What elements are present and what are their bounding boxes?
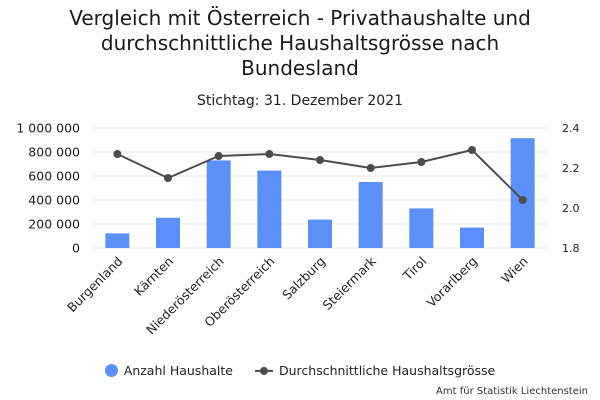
y-left-tick-label: 800 000 [28, 145, 80, 160]
line-point [164, 174, 172, 182]
line-point [366, 164, 375, 172]
x-tick-label: Burgenland [64, 254, 125, 315]
x-tick-label: Kärnten [131, 254, 176, 299]
x-tick-label: Wien [498, 254, 531, 287]
bar [308, 219, 332, 248]
legend-label-haushaltsgroesse: Durchschnittliche Haushaltsgrösse [278, 363, 496, 378]
y-right-tick-label: 2.2 [562, 162, 580, 175]
bar [156, 217, 180, 248]
bar [105, 233, 130, 248]
x-tick-label: Tirol [399, 254, 429, 284]
chart-subtitle: Stichtag: 31. Dezember 2021 [196, 93, 403, 109]
y-left-tick-label: 600 000 [28, 169, 80, 184]
y-left-tick-label: 200 000 [28, 217, 80, 232]
legend-item-haushaltsgroesse[interactable]: Durchschnittliche Haushaltsgrösse [254, 363, 496, 378]
x-tick-label: Salzburg [279, 254, 328, 303]
bar [257, 170, 282, 248]
line-point [316, 156, 324, 164]
chart-title-line-3: Bundesland [241, 56, 359, 80]
legend-bar-swatch [104, 364, 118, 377]
y-left-tick-label: 1 000 000 [16, 121, 80, 136]
chart-title: Vergleich mit Österreich - Privathaushal… [0, 6, 600, 81]
line-point [468, 146, 476, 154]
x-tick-label: Vorarlberg [423, 254, 480, 311]
x-tick-label: Steiermark [320, 253, 380, 313]
bar [358, 182, 383, 248]
y-left-tick-label: 400 000 [28, 193, 80, 208]
bar [409, 208, 434, 248]
y-right-tick-label: 2.0 [562, 202, 580, 215]
bar [510, 138, 535, 248]
legend: Anzahl Haushalte Durchschnittliche Haush… [0, 363, 600, 378]
legend-label-haushalte: Anzahl Haushalte [123, 363, 233, 378]
y-right-tick-label: 1.8 [562, 242, 580, 255]
legend-line-swatch [254, 364, 273, 377]
line-point [417, 158, 426, 166]
line-point [113, 150, 122, 158]
chart-title-line-1: Vergleich mit Österreich - Privathaushal… [69, 6, 531, 30]
y-left-tick-label: 0 [72, 241, 80, 256]
bar [460, 227, 484, 248]
source-note: Amt für Statistik Liechtenstein [436, 386, 588, 397]
chart-title-line-2: durchschnittliche Haushaltsgrösse nach [100, 31, 500, 55]
line-point [265, 150, 274, 158]
legend-item-haushalte[interactable]: Anzahl Haushalte [104, 363, 233, 378]
line-point [214, 152, 223, 160]
line-point [518, 196, 527, 204]
bar [206, 160, 231, 248]
y-right-tick-label: 2.4 [562, 122, 580, 135]
